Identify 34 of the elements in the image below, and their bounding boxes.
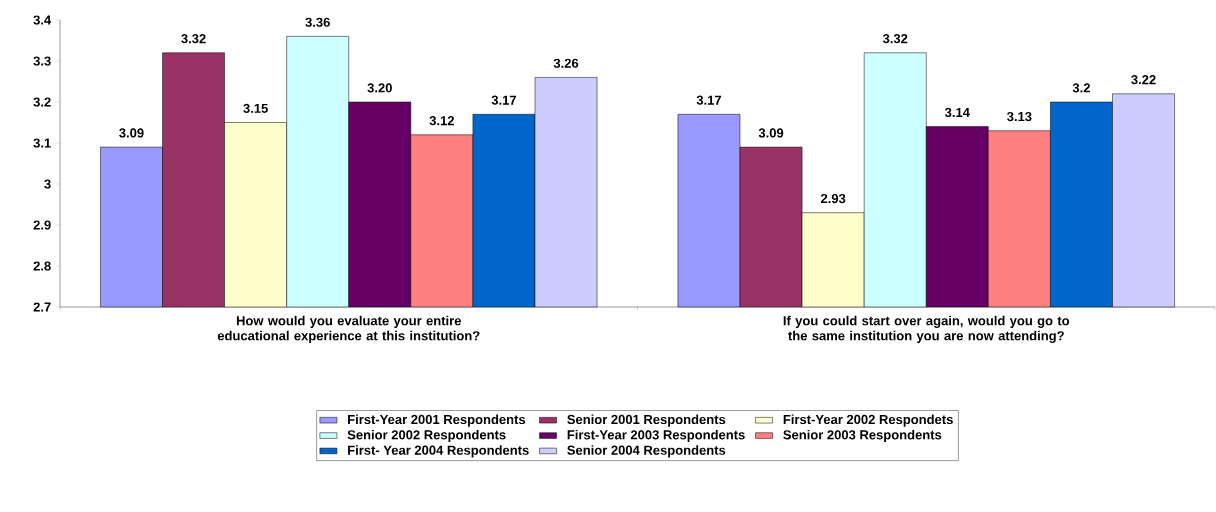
data-label: 3.13 (1007, 111, 1032, 122)
legend-label: First-Year 2003 Respondents (567, 429, 745, 443)
data-label: 2.93 (820, 193, 846, 204)
x-tick-label: If you could start over again, would you go to the same institution you are now attending? (783, 315, 1070, 343)
data-label: 3.36 (305, 17, 330, 27)
data-label: 3.15 (243, 103, 268, 113)
data-label: 3.17 (491, 95, 517, 105)
y-tick-label: 2.8 (33, 261, 51, 271)
legend-label: Senior 2002 Respondents (347, 429, 506, 443)
legend-label: First-Year 2001 Respondents (348, 414, 526, 427)
y-tick-label: 3 (44, 179, 51, 189)
data-label: 3.12 (429, 116, 455, 126)
y-tick-label: 3.3 (33, 56, 51, 66)
y-tick-label: 3.1 (33, 138, 51, 148)
data-label: 3.20 (367, 83, 392, 93)
legend-label: First- Year 2004 Respondents (348, 445, 529, 458)
x-tick-label: How would you evaluate your entire educational experience at this institution? (217, 315, 480, 343)
legend-label: Senior 2003 Respondents (783, 429, 942, 443)
data-label: 3.14 (944, 107, 970, 118)
data-label: 3.26 (553, 58, 579, 68)
data-label: 3.2 (1072, 83, 1090, 93)
data-label: 3.09 (758, 128, 784, 138)
data-label: 3.17 (696, 95, 722, 105)
data-label: 3.22 (1131, 75, 1156, 85)
y-tick-label: 3.2 (33, 97, 51, 107)
data-label: 3.32 (181, 34, 206, 44)
y-tick-label: 3.4 (33, 15, 52, 25)
data-label: 3.32 (882, 34, 908, 44)
legend-label: Senior 2001 Respondents (567, 414, 726, 427)
legend-label: Senior 2004 Respondents (567, 445, 726, 458)
legend-label: First-Year 2002 Respondets (783, 414, 953, 427)
data-label: 3.09 (119, 128, 144, 138)
y-tick-label: 2.9 (33, 220, 51, 230)
y-tick-label: 2.7 (33, 302, 51, 312)
